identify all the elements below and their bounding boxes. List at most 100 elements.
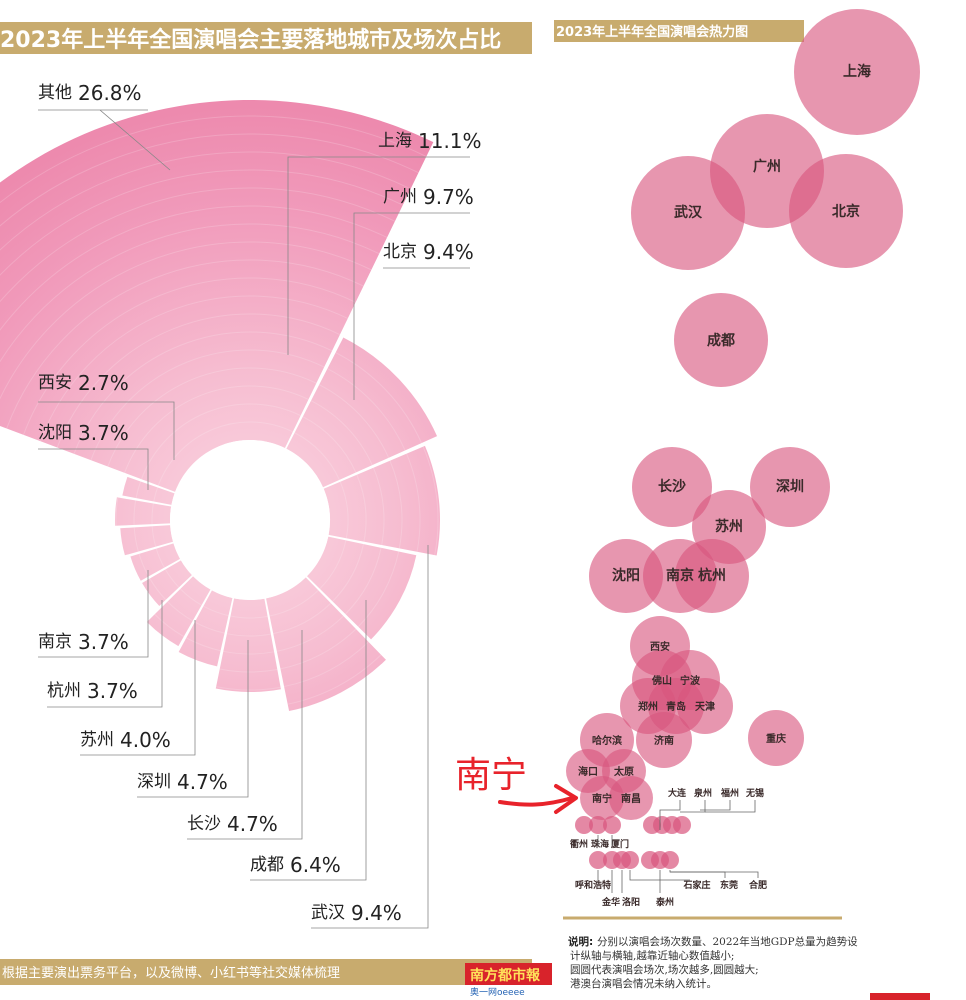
pie-city-label: 西安 <box>38 373 72 393</box>
footer-logo-corner <box>870 993 930 1000</box>
wedge-band <box>302 416 357 473</box>
pie-city-label: 成都 <box>250 855 284 875</box>
note-line-1: 分别以演唱会场次数量、2022年当地GDP总量为趋势设 <box>597 935 858 948</box>
small-bubble <box>589 816 607 834</box>
pie-label-长沙: 长沙 4.7% <box>187 630 303 840</box>
bubble-label-东莞: 东莞 <box>720 879 738 891</box>
bubble-label-太原: 太原 <box>613 765 634 778</box>
wedge-band <box>276 615 344 652</box>
bubble-label-南宁: 南宁 <box>592 792 612 805</box>
wedge-band <box>151 526 157 547</box>
wedge-band <box>6 259 364 429</box>
annotation-arrow <box>498 796 574 807</box>
left-title: 2023年上半年全国演唱会主要落地城市及场次占比 <box>0 27 501 53</box>
wedge-上海 <box>286 337 438 488</box>
pie-city-label: 上海 <box>378 131 412 151</box>
bubble-label-杭州: 杭州 <box>698 567 726 584</box>
wedge-西安 <box>122 476 175 505</box>
footer-logo: 南方都市報 <box>470 967 541 984</box>
pie-city-label: 其他 <box>38 83 72 103</box>
leader-line <box>80 620 196 756</box>
bubble-label-深圳: 深圳 <box>776 478 804 495</box>
wedge-band <box>0 133 419 227</box>
pie-labels: 其他 26.8% 上海 11.1% 广州 9.7% 北京 9.4% 武汉 9.4% 成都 6.4% 长沙… <box>38 81 482 929</box>
wedge-band <box>133 527 139 552</box>
bubble-label-佛山: 佛山 <box>651 674 672 687</box>
bubble-南昌 <box>609 776 653 820</box>
wedge-band <box>56 313 341 448</box>
pie-city-label: 北京 <box>383 242 417 262</box>
bubble-北京 <box>789 154 903 268</box>
wedge-北京 <box>306 536 417 640</box>
pie-city-label: 沈阳 <box>38 423 72 443</box>
pie-pct-label: 3.7% <box>87 679 138 703</box>
wedge-band <box>135 481 142 499</box>
wedge-band <box>153 487 159 502</box>
pie-pct-label: 4.7% <box>227 812 278 836</box>
pie-city-label: 苏州 <box>80 730 114 750</box>
wedge-band <box>223 650 275 655</box>
wedge-band <box>273 602 332 635</box>
wedge-band <box>149 578 167 601</box>
pie-label-上海: 上海 11.1% <box>287 129 482 355</box>
bubble-label-宁波: 宁波 <box>680 674 701 687</box>
wedge-band <box>164 569 180 588</box>
bubble-沈阳 <box>589 539 663 613</box>
bubble-武汉 <box>631 156 745 270</box>
wedge-band <box>154 613 185 637</box>
leader-line <box>137 640 249 798</box>
wedge-band <box>23 277 356 436</box>
bubble-label-福州: 福州 <box>720 787 739 799</box>
pie-city-label: 武汉 <box>311 903 345 923</box>
pie-city-label: 广州 <box>383 187 417 207</box>
small-bubble <box>673 816 691 834</box>
leader-line <box>287 156 470 355</box>
leader-line <box>187 630 303 840</box>
leader-line <box>38 448 149 490</box>
pie-label-沈阳: 沈阳 3.7% <box>38 421 149 490</box>
bubble-label-广州: 广州 <box>753 158 781 175</box>
wedge-band <box>226 633 271 637</box>
wedge-band <box>124 385 309 474</box>
bubble-label-海口: 海口 <box>578 765 598 778</box>
wedge-band <box>219 668 278 673</box>
bubble-label-合肥: 合肥 <box>749 879 767 891</box>
bubble-label-沈阳: 沈阳 <box>612 567 640 584</box>
wedge-band <box>115 497 119 526</box>
pie-label-南京: 南京 3.7% <box>38 570 149 658</box>
bubble-label-西安: 西安 <box>650 640 670 653</box>
bubble-label-成都: 成都 <box>707 332 735 349</box>
bubble-label-石家庄: 石家庄 <box>682 879 710 891</box>
small-bubble <box>621 851 639 869</box>
pie-pct-label: 9.4% <box>351 901 402 925</box>
pie-pct-label: 4.0% <box>120 728 171 752</box>
wedge-band <box>389 460 403 549</box>
annotation-nanning: 南宁 <box>455 755 527 796</box>
pie-label-杭州: 杭州 3.7% <box>47 600 163 708</box>
wedge-band <box>357 551 400 628</box>
pie-pct-label: 9.4% <box>423 240 474 264</box>
pie-city-label: 深圳 <box>137 772 171 792</box>
wedge-杭州 <box>130 543 181 581</box>
bubble-重庆 <box>748 710 804 766</box>
wedge-band <box>280 628 357 670</box>
pie-pct-label: 9.7% <box>423 185 474 209</box>
pie-city-label: 杭州 <box>47 681 81 701</box>
leader-line <box>311 545 429 929</box>
bubble-label-上海: 上海 <box>843 63 871 80</box>
bubble-label-厦门: 厦门 <box>611 838 629 850</box>
pie-label-西安: 西安 2.7% <box>38 371 175 460</box>
bubble-深圳 <box>750 447 830 527</box>
wedge-长沙 <box>178 590 233 667</box>
wedge-band <box>269 589 319 617</box>
note-title: 说明: <box>568 935 593 948</box>
wedge-band <box>0 151 411 251</box>
pie-pct-label: 4.7% <box>177 770 228 794</box>
pie-label-广州: 广州 9.7% <box>353 185 474 400</box>
left-title-banner: 2023年上半年全国演唱会主要落地城市及场次占比 <box>0 22 532 54</box>
wedge-band <box>179 588 202 606</box>
bubble-label-哈尔滨: 哈尔滨 <box>592 734 622 747</box>
wedge-band <box>318 384 390 458</box>
bubble-label-衢州: 衢州 <box>570 838 588 850</box>
